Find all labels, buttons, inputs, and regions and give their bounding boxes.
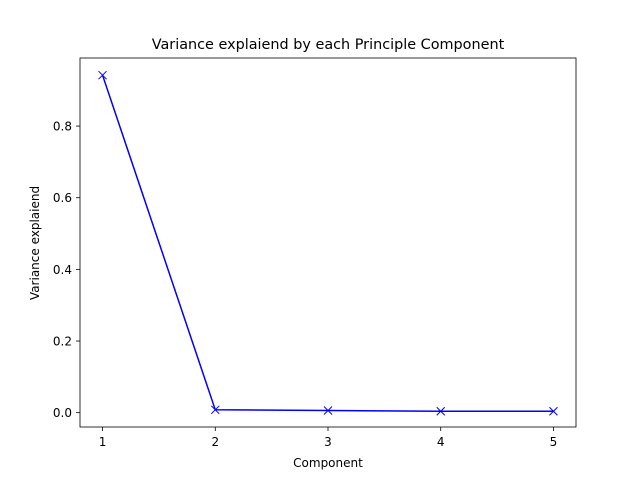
data-point-marker	[436, 406, 446, 416]
y-tick-label: 0.2	[53, 335, 72, 349]
data-point-marker	[98, 70, 107, 80]
y-axis: 0.0 0.2 0.4 0.6 0.8	[53, 120, 80, 420]
plot-area	[98, 70, 558, 416]
y-tick-label: 0.6	[53, 191, 72, 205]
chart-title: Variance explaiend by each Principle Com…	[152, 37, 505, 53]
y-tick-label: 0.8	[53, 120, 72, 134]
x-tick-label: 2	[211, 435, 219, 449]
y-tick-label: 0.0	[53, 406, 72, 420]
x-tick-label: 1	[99, 435, 107, 449]
x-tick-label: 4	[437, 435, 445, 449]
y-axis-label: Variance explaiend	[28, 186, 42, 300]
x-axis: 1 2 3 4 5	[99, 427, 558, 449]
x-tick-label: 5	[550, 435, 558, 449]
data-point-marker	[210, 405, 220, 415]
x-tick-label: 3	[324, 435, 332, 449]
data-point-marker	[549, 406, 558, 416]
y-tick-label: 0.4	[53, 263, 72, 277]
data-point-marker	[323, 406, 333, 415]
x-axis-label: Component	[293, 456, 363, 470]
